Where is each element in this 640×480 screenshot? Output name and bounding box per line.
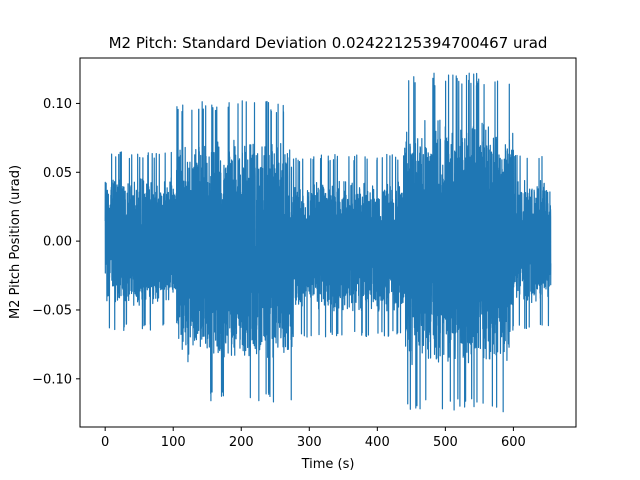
y-tick-label: 0.05 [43,166,72,181]
y-axis-ticks: −0.10 −0.05 0.00 0.05 0.10 [32,97,80,387]
x-tick-label: 100 [161,435,186,450]
y-axis-label: M2 Pitch Position (urad) [8,165,23,319]
x-axis-label: Time (s) [301,457,355,472]
x-tick-label: 500 [433,435,458,450]
chart-title: M2 Pitch: Standard Deviation 0.024221253… [109,34,548,52]
plot-area [104,72,552,413]
y-tick-label: 0.10 [43,97,72,112]
y-tick-label: −0.05 [32,303,72,318]
x-tick-label: 0 [101,435,109,450]
x-tick-label: 600 [501,435,526,450]
axes-frame [79,57,577,428]
x-tick-label: 400 [365,435,390,450]
x-tick-label: 200 [229,435,254,450]
series-line [104,72,552,413]
y-tick-label: −0.10 [32,372,72,387]
x-tick-label: 300 [297,435,322,450]
x-axis-ticks: 0 100 200 300 400 500 600 [101,427,526,450]
y-tick-label: 0.00 [43,235,72,250]
